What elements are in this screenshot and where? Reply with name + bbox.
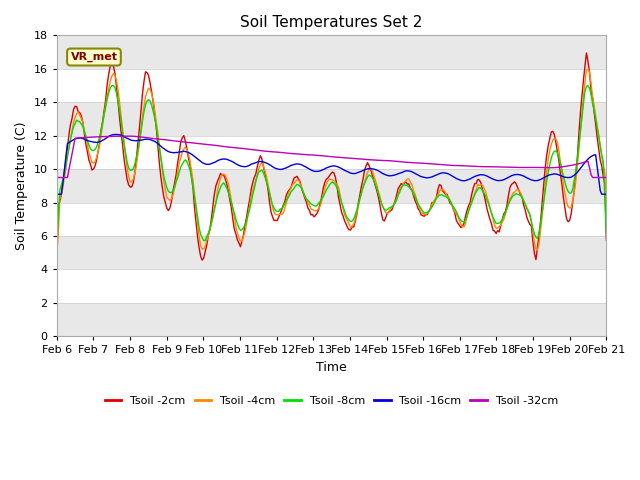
Bar: [57, 236, 606, 269]
Bar: [57, 169, 606, 203]
Bar: [57, 102, 606, 136]
Y-axis label: Soil Temperature (C): Soil Temperature (C): [15, 121, 28, 250]
Bar: [57, 303, 606, 336]
Bar: [57, 36, 606, 69]
Title: Soil Temperatures Set 2: Soil Temperatures Set 2: [241, 15, 423, 30]
X-axis label: Time: Time: [316, 361, 347, 374]
Text: VR_met: VR_met: [70, 52, 118, 62]
Legend: Tsoil -2cm, Tsoil -4cm, Tsoil -8cm, Tsoil -16cm, Tsoil -32cm: Tsoil -2cm, Tsoil -4cm, Tsoil -8cm, Tsoi…: [100, 392, 563, 410]
